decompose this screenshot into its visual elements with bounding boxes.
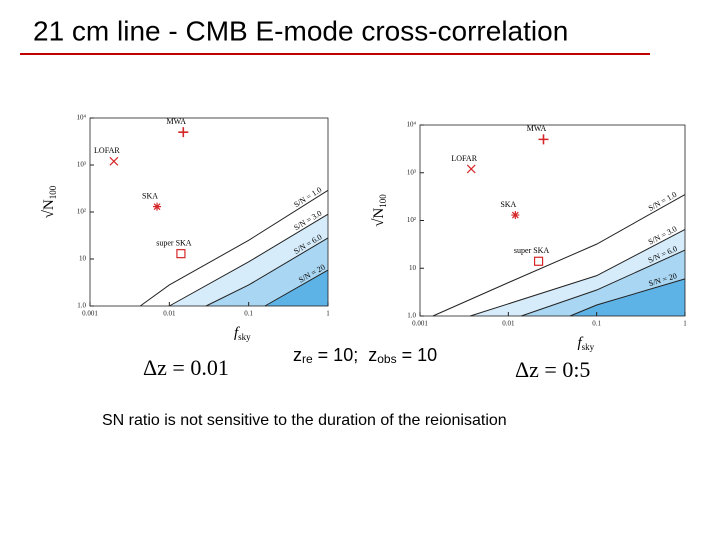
y-axis-label: √N100 (371, 194, 388, 227)
y-tick-label: 10² (407, 216, 416, 224)
contour-line (205, 237, 329, 307)
x-tick-label: 0.001 (82, 310, 98, 318)
sub: re (302, 352, 313, 366)
contour-line (470, 228, 686, 317)
point-label: LOFAR (451, 154, 477, 163)
x-label-main: f (578, 335, 584, 351)
y-label-main: √N (371, 208, 387, 227)
contour-area (570, 278, 685, 316)
marker (178, 127, 189, 138)
y-label-main: √N (41, 199, 57, 218)
point-label: MWA (167, 117, 187, 126)
contour-line (264, 269, 329, 307)
sub: obs (377, 352, 396, 366)
point-label: MWA (527, 124, 547, 133)
y-tick-label: 10⁴ (77, 114, 87, 122)
marker (176, 249, 186, 259)
y-tick-label: 10³ (77, 161, 86, 169)
y-tick-label: 10³ (407, 168, 416, 176)
eq: = 10; (313, 345, 359, 365)
x-label-main: f (234, 325, 240, 341)
contour-line (139, 189, 329, 307)
x-tick-label: 0.001 (412, 320, 428, 328)
y-tick-label: 10⁴ (407, 121, 417, 129)
chart: S/N = 1.0S/N = 3.0S/N = 6.0S/N = 200.001… (371, 121, 687, 382)
eq: = 10 (397, 345, 438, 365)
x-tick-label: 1 (326, 310, 330, 318)
marker (153, 202, 162, 211)
y-tick-label: 10 (409, 264, 417, 272)
y-tick-label: 10² (77, 208, 86, 216)
y-tick-label: 1.0 (77, 302, 86, 310)
x-tick-label: 0.01 (502, 320, 515, 328)
x-axis-label: fsky (234, 325, 251, 342)
x-tick-label: 1 (683, 320, 687, 328)
contour-line (432, 194, 686, 317)
x-label-sub: sky (582, 342, 595, 352)
point-label: super SKA (514, 246, 550, 255)
z: z (293, 345, 302, 365)
y-tick-label: 10 (79, 255, 87, 263)
caption: SN ratio is not sensitive to the duratio… (102, 412, 507, 429)
y-tick-label: 1.0 (407, 312, 416, 320)
marker (511, 211, 520, 220)
marker (533, 256, 544, 266)
marker (538, 134, 549, 145)
annotation: Δz = 0:5 (515, 357, 590, 382)
y-label-sub: 100 (378, 194, 388, 208)
point-label: super SKA (156, 238, 192, 247)
y-label-sub: 100 (48, 185, 58, 199)
x-axis-label: fsky (578, 335, 595, 352)
x-label-sub: sky (238, 332, 251, 342)
marker (466, 164, 476, 174)
contour-line (521, 249, 686, 317)
redshift-text: zre = 10; zobs = 10 (293, 345, 437, 366)
y-axis-label: √N100 (41, 185, 58, 218)
chart: S/N = 1.0S/N = 3.0S/N = 6.0S/N = 200.001… (41, 114, 330, 380)
slide-title: 21 cm line - CMB E-mode cross-correlatio… (33, 15, 568, 46)
contour-line (169, 213, 329, 307)
point-label: LOFAR (94, 146, 120, 155)
marker (109, 156, 119, 166)
x-tick-label: 0.01 (163, 310, 176, 318)
z: z (368, 345, 377, 365)
point-label: SKA (500, 200, 516, 209)
x-tick-label: 0.1 (244, 310, 253, 318)
contour-line (569, 278, 686, 317)
x-tick-label: 0.1 (592, 320, 601, 328)
contour-label: S/N = 1.0 (292, 185, 323, 209)
annotation: Δz = 0.01 (143, 355, 229, 380)
point-label: SKA (142, 191, 158, 200)
